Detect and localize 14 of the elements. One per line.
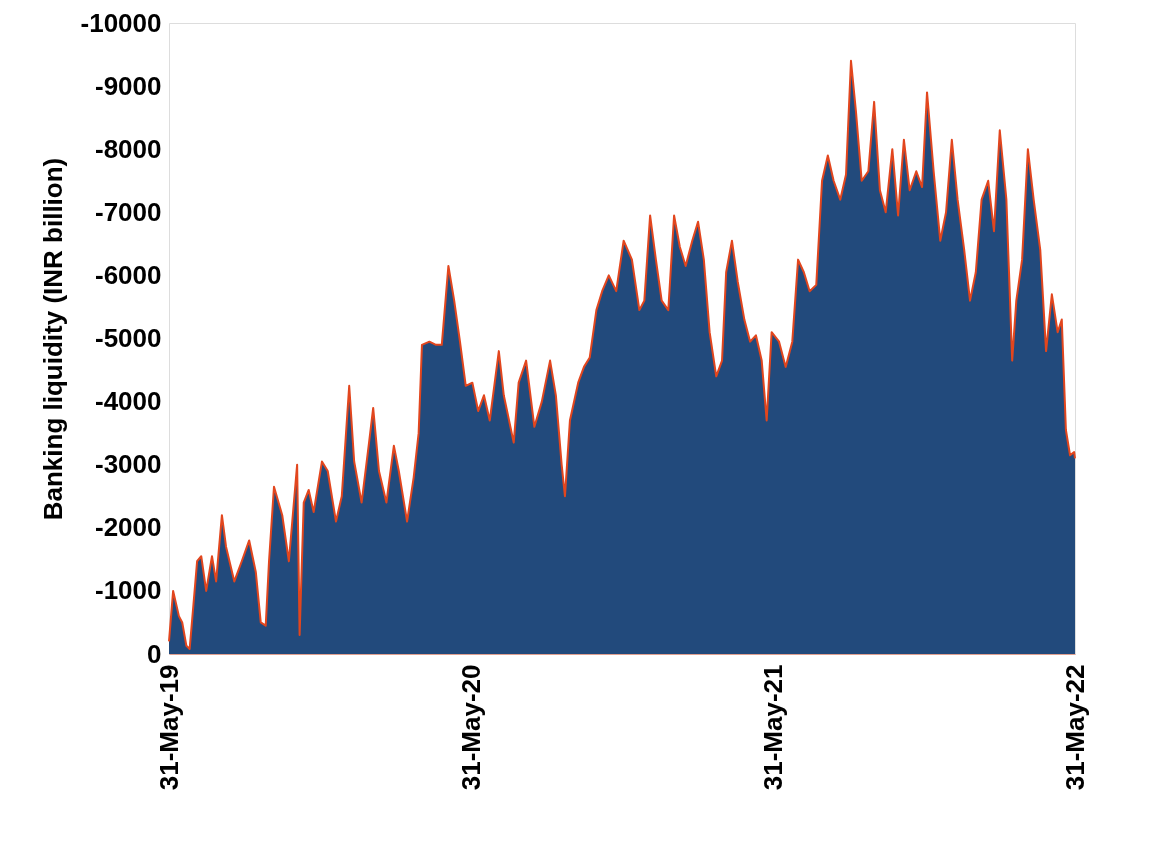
y-tick-label: -1000 [95, 575, 162, 606]
y-tick-label: -9000 [95, 70, 162, 101]
y-tick-label: -3000 [95, 449, 162, 480]
y-tick-label: -7000 [95, 196, 162, 227]
y-tick-label: -2000 [95, 512, 162, 543]
y-tick-label: -10000 [80, 7, 162, 38]
x-tick-label: 31-May-20 [456, 664, 487, 791]
y-tick-label: -4000 [95, 386, 162, 417]
y-axis-title: Banking liquidity (INR billion) [37, 157, 68, 521]
x-tick-label: 31-May-22 [1059, 664, 1090, 791]
x-tick-label: 31-May-21 [757, 664, 788, 791]
y-tick-label: -6000 [95, 259, 162, 290]
y-tick-label: -8000 [95, 133, 162, 164]
y-tick-label: -5000 [95, 323, 162, 353]
